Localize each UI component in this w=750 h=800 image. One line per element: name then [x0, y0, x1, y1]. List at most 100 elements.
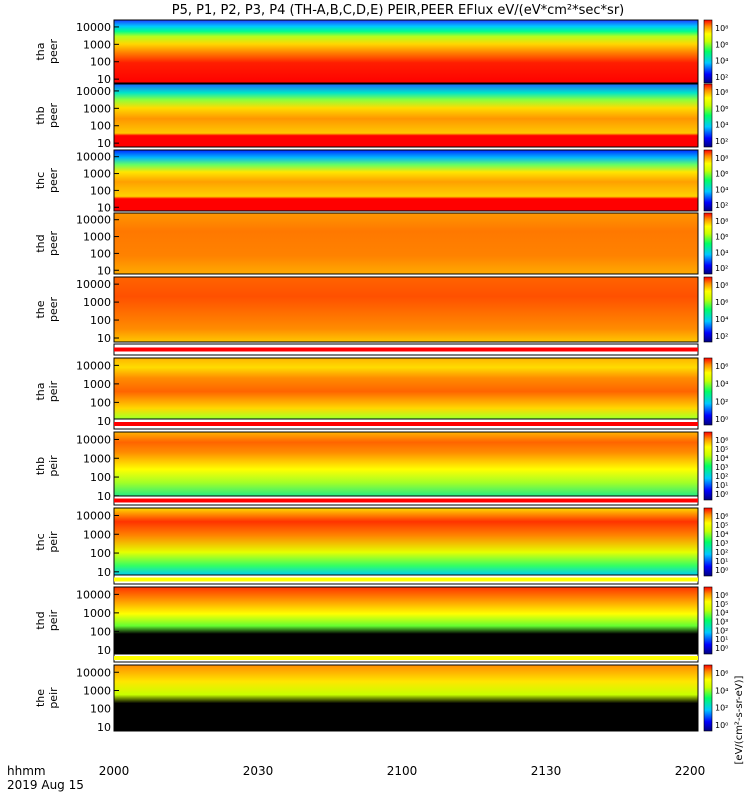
panel-probe-label: the: [34, 689, 47, 707]
colorbar-tick-label: 10⁶: [715, 104, 728, 113]
colorbar-tick-label: 10¹: [715, 635, 728, 644]
panel-frame: [113, 664, 699, 732]
colorbar-tick-label: 10⁶: [715, 362, 728, 371]
colorbar-tick-label: 10⁶: [715, 512, 728, 521]
colorbar: [703, 507, 713, 577]
y-tick-label: 1000: [83, 102, 111, 115]
panel-probe-label: thc: [34, 533, 47, 550]
colorbar-tick-label: 10⁸: [715, 154, 728, 163]
spectrogram-image: [114, 587, 698, 654]
y-tick-label: 100: [90, 547, 111, 560]
colorbar: [703, 83, 713, 148]
colorbar-tick-label: 10²: [715, 73, 728, 82]
panel-species-label: peir: [47, 609, 60, 631]
colorbar-tick-label: 10⁸: [715, 217, 728, 226]
colorbar-tick-label: 10⁸: [715, 88, 728, 97]
spectrogram-panel: 10 100 1000 10000 thb peer 10⁸ 10⁶ 10⁴ 10²: [34, 83, 728, 150]
colorbar-tick-label: 10²: [715, 704, 728, 713]
x-tick-label: 2000: [99, 764, 130, 778]
y-tick-label: 10000: [76, 21, 111, 34]
x-tick-label: 2130: [531, 764, 562, 778]
panel-probe-label: thc: [34, 172, 47, 189]
colorbar-tick-label: 10⁴: [715, 185, 728, 194]
y-tick-label: 100: [90, 184, 111, 197]
colorbar-tick-label: 10⁴: [715, 686, 728, 695]
colorbar-tick-label: 10⁰: [715, 490, 728, 499]
y-tick-label: 100: [90, 703, 111, 716]
colorbar-tick-label: 10⁶: [715, 40, 728, 49]
spectrogram-panel: 10 100 1000 10000 thd peer 10⁸ 10⁶ 10⁴ 10²: [34, 212, 728, 277]
panel-probe-label: thb: [34, 457, 47, 475]
spectrogram-image: [114, 213, 698, 274]
panel-frame: [113, 276, 699, 343]
panel-probe-label: tha: [34, 42, 47, 60]
spectrogram-panel: 10 100 1000 10000 thc peer 10⁸ 10⁶ 10⁴ 10²: [34, 149, 728, 214]
y-tick-label: 10000: [76, 359, 111, 372]
panel-probe-label: thd: [34, 611, 47, 629]
colorbar-tick-label: 10⁵: [715, 600, 728, 609]
colorbar: [703, 19, 713, 84]
y-tick-label: 10: [97, 332, 111, 345]
colorbar: [703, 586, 713, 655]
colorbar-tick-label: 10⁴: [715, 248, 728, 257]
spectrogram-panel: 10 100 1000 10000 the peer 10⁸ 10⁶ 10⁴ 10²: [34, 276, 728, 345]
y-tick-label: 100: [90, 314, 111, 327]
colorbar-tick-label: 10¹: [715, 557, 728, 566]
spectrogram-image: [114, 358, 698, 425]
colorbar-tick-label: 10⁴: [715, 609, 728, 618]
y-tick-label: 1000: [83, 231, 111, 244]
y-tick-label: 1000: [83, 684, 111, 697]
y-tick-label: 1000: [83, 168, 111, 181]
y-tick-label: 10000: [76, 85, 111, 98]
y-tick-label: 1000: [83, 607, 111, 620]
spectrogram-image: [114, 84, 698, 147]
panel-species-label: peer: [47, 231, 60, 257]
y-tick-label: 1000: [83, 296, 111, 309]
panel-species-label: peir: [47, 687, 60, 709]
colorbar: [703, 664, 713, 732]
spectrogram-image: [114, 150, 698, 211]
y-tick-label: 10000: [76, 509, 111, 522]
panel-species-label: peer: [47, 39, 60, 65]
x-tick-label: 2200: [675, 764, 706, 778]
colorbar-tick-label: 10²: [715, 332, 728, 341]
panel-frame: [113, 212, 699, 275]
colorbar: [703, 276, 713, 343]
y-tick-label: 10: [97, 644, 111, 657]
y-tick-label: 10: [97, 490, 111, 503]
y-tick-label: 1000: [83, 528, 111, 541]
panel-probe-label: thb: [34, 106, 47, 124]
colorbar-tick-label: 10⁶: [715, 436, 728, 445]
colorbar-tick-label: 10⁰: [715, 415, 728, 424]
y-tick-label: 10000: [76, 433, 111, 446]
x-axis-label-time-format: hhmm: [7, 764, 46, 778]
y-tick-label: 10: [97, 721, 111, 734]
colorbar-tick-label: 10²: [715, 548, 728, 557]
chart-title: P5, P1, P2, P3, P4 (TH-A,B,C,D,E) PEIR,P…: [172, 3, 625, 18]
y-tick-label: 10: [97, 264, 111, 277]
colorbar-tick-label: 10⁴: [715, 315, 728, 324]
x-axis-label-date: 2019 Aug 15: [7, 778, 84, 792]
colorbar-tick-label: 10⁴: [715, 530, 728, 539]
colorbar-tick-label: 10⁴: [715, 57, 728, 66]
colorbar-tick-label: 10⁸: [715, 281, 728, 290]
y-tick-label: 100: [90, 120, 111, 133]
colorbar-tick-label: 10⁴: [715, 380, 728, 389]
y-tick-label: 100: [90, 471, 111, 484]
colorbar-tick-label: 10⁵: [715, 445, 728, 454]
panel-species-label: peir: [47, 455, 60, 477]
y-tick-label: 100: [90, 247, 111, 260]
colorbar: [703, 149, 713, 212]
spectrogram-panel: 10 100 1000 10000 thc peir 10⁶10⁵10⁴10³10²10¹1…: [34, 507, 728, 579]
colorbar-tick-label: 10⁶: [715, 170, 728, 179]
y-tick-label: 10000: [76, 666, 111, 679]
y-tick-label: 1000: [83, 378, 111, 391]
colorbar-tick-label: 10⁴: [715, 121, 728, 130]
panel-frame: [113, 149, 699, 212]
colorbar-tick-label: 10³: [715, 618, 728, 627]
spectrogram-image: [114, 508, 698, 576]
panel-species-label: peir: [47, 380, 60, 402]
spectrogram-panel: 10 100 1000 10000 tha peer 10⁸ 10⁶ 10⁴ 10²: [34, 19, 728, 86]
colorbar-tick-label: 10²: [715, 472, 728, 481]
spectrogram-panel: 10 100 1000 10000 thb peir 10⁶10⁵10⁴10³10²10¹1…: [34, 431, 728, 503]
